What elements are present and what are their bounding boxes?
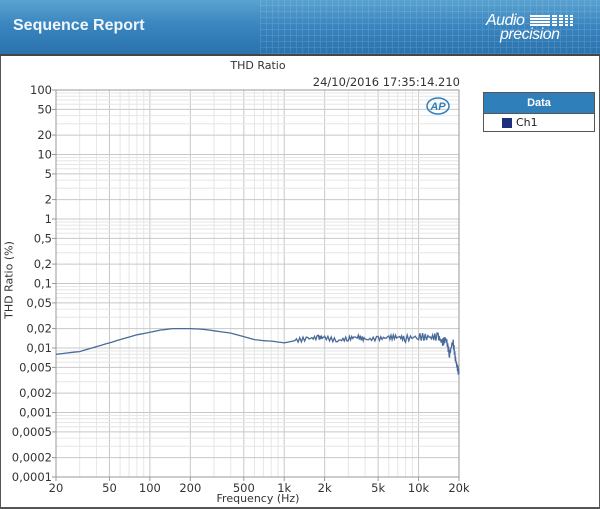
plot-grid [55,89,460,478]
svg-text:5: 5 [45,167,52,181]
svg-text:20k: 20k [448,481,470,495]
svg-text:500: 500 [233,481,255,495]
audio-precision-logo: Audio precision [486,12,581,46]
brand-line-2: precision [500,26,560,43]
brand-bars-icon [530,15,576,26]
report-title: Sequence Report [13,17,145,34]
svg-text:50: 50 [102,481,117,495]
svg-text:20: 20 [49,481,64,495]
svg-text:100: 100 [139,481,161,495]
svg-text:10k: 10k [408,481,430,495]
legend-item-ch1[interactable]: Ch1 [484,114,594,133]
svg-text:0,2: 0,2 [34,257,52,271]
x-axis-title: Frequency (Hz) [216,492,300,505]
header-grid-pattern [260,0,600,54]
svg-text:0,01: 0,01 [26,341,52,355]
svg-text:1k: 1k [277,481,291,495]
ap-watermark-icon: AP [426,97,450,115]
y-axis-title: THD Ratio (%) [2,241,16,319]
svg-text:0,001: 0,001 [19,406,52,420]
svg-text:0,0005: 0,0005 [12,425,52,439]
svg-text:AP: AP [429,101,446,113]
svg-text:100: 100 [30,83,52,97]
svg-text:20: 20 [37,128,52,142]
svg-text:50: 50 [37,102,52,116]
svg-text:5k: 5k [371,481,385,495]
svg-text:0,05: 0,05 [26,296,52,310]
svg-text:0,0002: 0,0002 [12,451,52,465]
svg-text:0,1: 0,1 [34,277,52,291]
legend-header: Data [484,93,594,114]
svg-text:200: 200 [179,481,201,495]
chart-title: THD Ratio [230,59,286,72]
brand-line-1: Audio [486,12,525,29]
frame-border-bottom [0,507,600,509]
legend-label-ch1: Ch1 [516,116,538,129]
svg-text:0,0001: 0,0001 [12,470,52,484]
chart-timestamp: 24/10/2016 17:35:14.210 [312,75,460,89]
series-line-ch1 [55,327,460,375]
y-axis-ticks: 100 50 20 10 5 2 1 0,5 0,2 0,1 0,05 0,02 0,01 0,005 0,… [12,83,56,484]
svg-text:1: 1 [45,212,52,226]
svg-text:0,02: 0,02 [26,322,52,336]
frame-border-left [0,56,1,509]
legend-panel: Data Ch1 [483,92,595,132]
svg-text:0,005: 0,005 [19,360,52,374]
svg-text:10: 10 [37,148,52,162]
svg-text:2k: 2k [318,481,332,495]
report-header: Sequence Report Audio precision [0,0,600,56]
svg-text:2: 2 [45,193,52,207]
svg-text:0,002: 0,002 [19,386,52,400]
svg-text:0,5: 0,5 [34,231,52,245]
legend-swatch-ch1 [502,118,512,128]
x-axis-ticks: 20 50 100 200 500 1k 2k 5k 10k 20k [49,477,470,495]
